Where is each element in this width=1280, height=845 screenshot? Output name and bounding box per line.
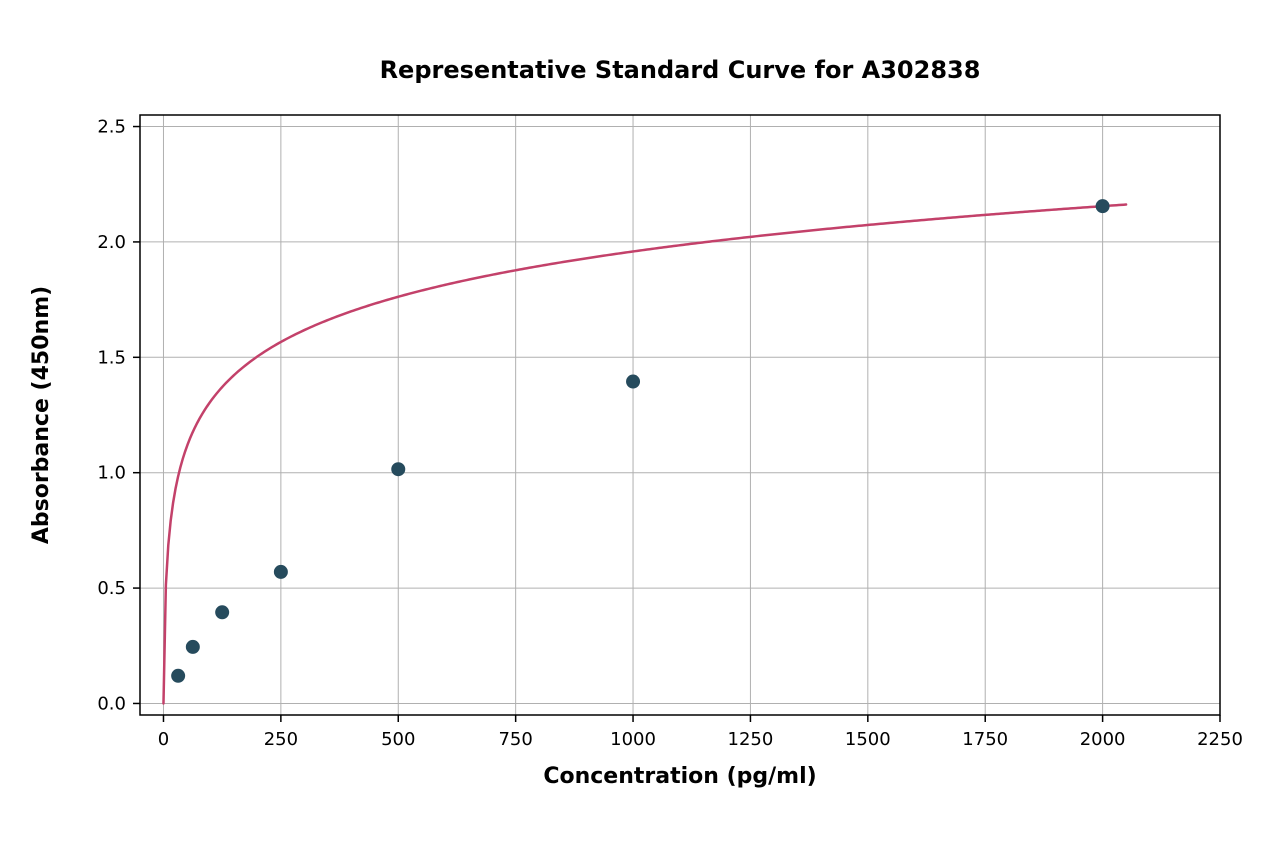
x-tick-label: 2250: [1197, 729, 1243, 750]
chart-container: 0 250 500 750 1000 1250 1500 1750 2000 2250 0.0 0.5…: [0, 0, 1280, 845]
x-tick-label: 1500: [845, 729, 891, 750]
data-point: [274, 565, 287, 578]
y-tick-label: 0.0: [97, 693, 126, 714]
x-tick-label: 2000: [1080, 729, 1126, 750]
y-tick-label: 1.5: [97, 347, 126, 368]
y-tick-label: 0.5: [97, 578, 126, 599]
data-point: [172, 669, 185, 682]
y-tick-label: 2.5: [97, 117, 126, 138]
x-tick-label: 1750: [962, 729, 1008, 750]
x-tick-label: 1250: [728, 729, 774, 750]
x-tick-label: 1000: [610, 729, 656, 750]
y-axis-label: Absorbance (450nm): [29, 286, 54, 544]
chart-title: Representative Standard Curve for A30283…: [380, 56, 981, 84]
fitted-curve: [163, 205, 1126, 704]
data-point: [216, 606, 229, 619]
x-tick-label: 0: [158, 729, 169, 750]
x-tick-label: 500: [381, 729, 415, 750]
data-point: [1096, 200, 1109, 213]
data-point: [392, 463, 405, 476]
y-tick-label: 2.0: [97, 232, 126, 253]
chart-svg: 0 250 500 750 1000 1250 1500 1750 2000 2250 0.0 0.5…: [0, 0, 1280, 845]
data-point: [627, 375, 640, 388]
x-tick-label: 750: [498, 729, 532, 750]
y-tick-label: 1.0: [97, 463, 126, 484]
x-tick-label: 250: [264, 729, 298, 750]
plot-border: [140, 115, 1220, 715]
data-point: [186, 640, 199, 653]
x-axis-label: Concentration (pg/ml): [543, 764, 816, 789]
